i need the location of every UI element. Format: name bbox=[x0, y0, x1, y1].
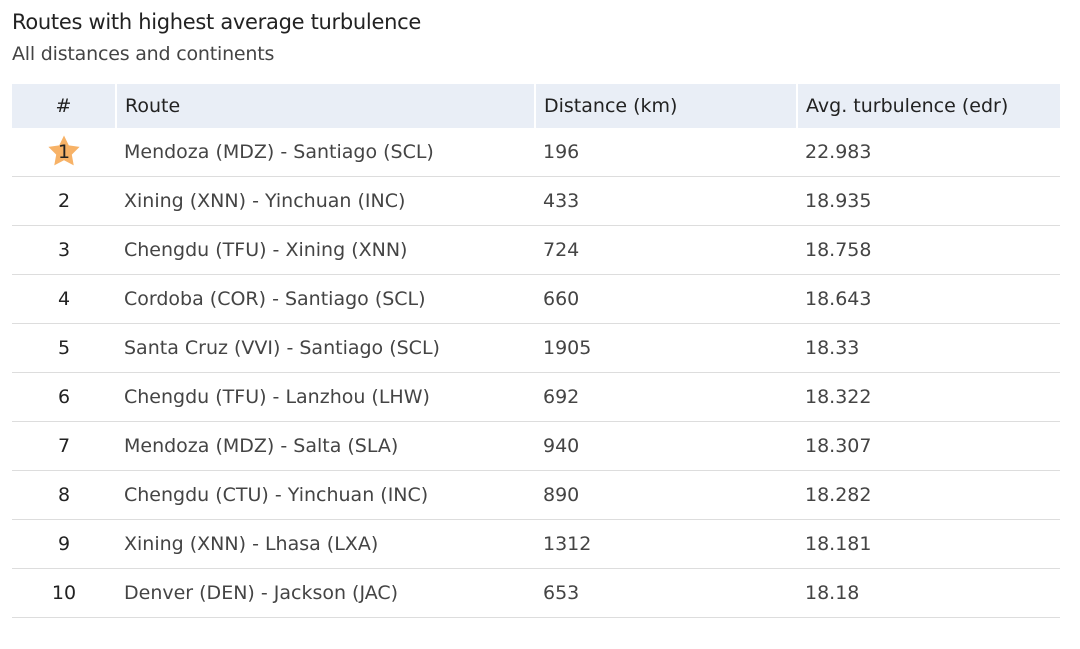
cell-distance: 653 bbox=[535, 568, 797, 618]
cell-distance: 724 bbox=[535, 225, 797, 275]
cell-rank: 7 bbox=[12, 421, 116, 471]
rank-value: 3 bbox=[57, 239, 71, 261]
rank-value: 9 bbox=[57, 533, 71, 555]
cell-turbulence: 18.307 bbox=[797, 421, 1060, 471]
table-row: 10 Denver (DEN) - Jackson (JAC) 653 18.18 bbox=[12, 568, 1060, 618]
table-row: 9 Xining (XNN) - Lhasa (LXA) 1312 18.181 bbox=[12, 519, 1060, 569]
cell-distance: 1905 bbox=[535, 323, 797, 373]
cell-rank: 3 bbox=[12, 225, 116, 275]
cell-turbulence: 18.18 bbox=[797, 568, 1060, 618]
rank-value: 10 bbox=[51, 582, 77, 604]
rank-value: 1 bbox=[57, 141, 71, 163]
turbulence-table: # Route Distance (km) Avg. turbulence (e… bbox=[12, 84, 1060, 618]
cell-distance: 433 bbox=[535, 176, 797, 226]
table-row: 6 Chengdu (TFU) - Lanzhou (LHW) 692 18.322 bbox=[12, 372, 1060, 422]
chart-subtitle: All distances and continents bbox=[12, 43, 275, 65]
cell-turbulence: 22.983 bbox=[797, 128, 1060, 177]
table-row: 3 Chengdu (TFU) - Xining (XNN) 724 18.758 bbox=[12, 225, 1060, 275]
column-header-route[interactable]: Route bbox=[115, 84, 535, 128]
table-row: 2 Xining (XNN) - Yinchuan (INC) 433 18.935 bbox=[12, 176, 1060, 226]
cell-route: Chengdu (TFU) - Lanzhou (LHW) bbox=[116, 372, 535, 422]
rank-value: 7 bbox=[57, 435, 71, 457]
cell-route: Santa Cruz (VVI) - Santiago (SCL) bbox=[116, 323, 535, 373]
cell-rank: 5 bbox=[12, 323, 116, 373]
rank-value: 2 bbox=[57, 190, 71, 212]
cell-route: Chengdu (TFU) - Xining (XNN) bbox=[116, 225, 535, 275]
cell-distance: 1312 bbox=[535, 519, 797, 569]
table-row: 5 Santa Cruz (VVI) - Santiago (SCL) 1905 18… bbox=[12, 323, 1060, 373]
column-header-turbulence[interactable]: Avg. turbulence (edr) bbox=[796, 84, 1060, 128]
rank-value: 8 bbox=[57, 484, 71, 506]
cell-rank: 8 bbox=[12, 470, 116, 520]
cell-route: Xining (XNN) - Lhasa (LXA) bbox=[116, 519, 535, 569]
cell-rank: 1 bbox=[12, 128, 116, 177]
table-header-row: # Route Distance (km) Avg. turbulence (e… bbox=[12, 84, 1060, 128]
cell-route: Mendoza (MDZ) - Salta (SLA) bbox=[116, 421, 535, 471]
cell-rank: 6 bbox=[12, 372, 116, 422]
cell-route: Cordoba (COR) - Santiago (SCL) bbox=[116, 274, 535, 324]
cell-rank: 2 bbox=[12, 176, 116, 226]
column-header-rank[interactable]: # bbox=[12, 84, 116, 128]
star-icon bbox=[48, 135, 80, 166]
cell-distance: 692 bbox=[535, 372, 797, 422]
table-row: 1 Mendoza (MDZ) - Santiago (SCL) 196 22.983 bbox=[12, 128, 1060, 177]
cell-rank: 4 bbox=[12, 274, 116, 324]
cell-turbulence: 18.282 bbox=[797, 470, 1060, 520]
cell-route: Xining (XNN) - Yinchuan (INC) bbox=[116, 176, 535, 226]
cell-route: Chengdu (CTU) - Yinchuan (INC) bbox=[116, 470, 535, 520]
table-row: 4 Cordoba (COR) - Santiago (SCL) 660 18.643 bbox=[12, 274, 1060, 324]
column-header-distance[interactable]: Distance (km) bbox=[534, 84, 797, 128]
cell-rank: 9 bbox=[12, 519, 116, 569]
cell-distance: 660 bbox=[535, 274, 797, 324]
cell-route: Denver (DEN) - Jackson (JAC) bbox=[116, 568, 535, 618]
table-row: 8 Chengdu (CTU) - Yinchuan (INC) 890 18.282 bbox=[12, 470, 1060, 520]
cell-turbulence: 18.33 bbox=[797, 323, 1060, 373]
cell-turbulence: 18.935 bbox=[797, 176, 1060, 226]
cell-distance: 196 bbox=[535, 128, 797, 177]
chart-title: Routes with highest average turbulence bbox=[12, 10, 421, 34]
cell-distance: 890 bbox=[535, 470, 797, 520]
rank-value: 6 bbox=[57, 386, 71, 408]
rank-value: 4 bbox=[57, 288, 71, 310]
cell-turbulence: 18.758 bbox=[797, 225, 1060, 275]
cell-turbulence: 18.322 bbox=[797, 372, 1060, 422]
cell-turbulence: 18.181 bbox=[797, 519, 1060, 569]
table-row: 7 Mendoza (MDZ) - Salta (SLA) 940 18.307 bbox=[12, 421, 1060, 471]
rank-value: 5 bbox=[57, 337, 71, 359]
cell-route: Mendoza (MDZ) - Santiago (SCL) bbox=[116, 128, 535, 177]
cell-turbulence: 18.643 bbox=[797, 274, 1060, 324]
cell-distance: 940 bbox=[535, 421, 797, 471]
cell-rank: 10 bbox=[12, 568, 116, 618]
